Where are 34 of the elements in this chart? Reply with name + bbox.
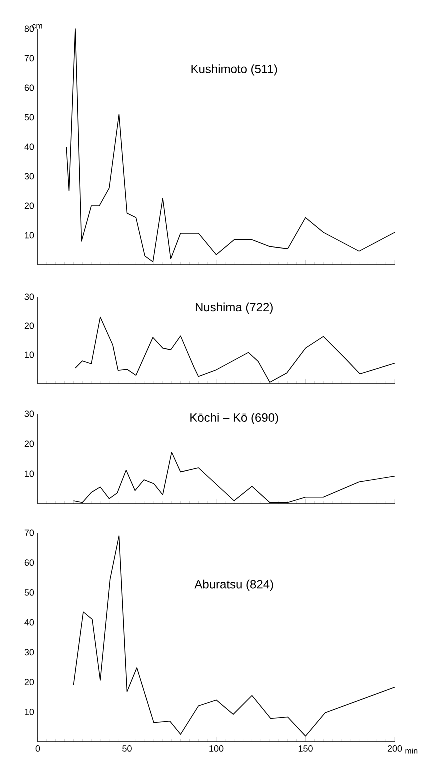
text: Kushimoto (511) xyxy=(192,64,278,76)
y-tick-label: 30 xyxy=(24,294,34,300)
chart-title: Nushima (722) xyxy=(196,302,273,314)
line-series xyxy=(66,28,396,262)
y-tick-label: 30 xyxy=(24,173,34,180)
y-tick-label: 30 xyxy=(24,649,34,656)
y-tick-label: 50 xyxy=(24,590,34,596)
y-tick-label: 70 xyxy=(24,55,34,62)
y-tick-label: 60 xyxy=(24,560,34,566)
y-tick-label: 10 xyxy=(25,352,34,358)
y-axis-title: cm xyxy=(32,24,42,29)
y-tick-label: 40 xyxy=(24,144,34,150)
x-tick-label: 100 xyxy=(210,746,224,752)
y-tick-label: 20 xyxy=(24,679,34,686)
y-tick-label: 20 xyxy=(24,440,34,448)
y-tick-label: 50 xyxy=(24,114,34,121)
x-tick-label: 150 xyxy=(298,746,313,752)
x-axis-title: min xyxy=(406,748,418,754)
x-tick-label: 0 xyxy=(36,746,40,752)
y-tick-label: 10 xyxy=(25,232,34,239)
y-tick-label: 40 xyxy=(24,619,34,626)
y-tick-label: 20 xyxy=(24,322,34,330)
x-tick-label: 50 xyxy=(122,746,132,752)
y-tick-label: 70 xyxy=(24,530,34,536)
y-tick-label: 30 xyxy=(24,410,34,418)
chart-title: Kōchi – Kō (690) xyxy=(190,413,278,424)
y-tick-label: 20 xyxy=(24,202,34,210)
x-tick-label: 200 xyxy=(388,746,402,752)
text: Aburatsu (824) xyxy=(194,580,274,592)
y-tick-label: 10 xyxy=(25,708,34,716)
y-tick-label: 60 xyxy=(24,84,34,92)
y-tick-label: 80 xyxy=(24,26,34,32)
line-series xyxy=(73,536,396,737)
y-tick-label: 10 xyxy=(25,470,34,478)
